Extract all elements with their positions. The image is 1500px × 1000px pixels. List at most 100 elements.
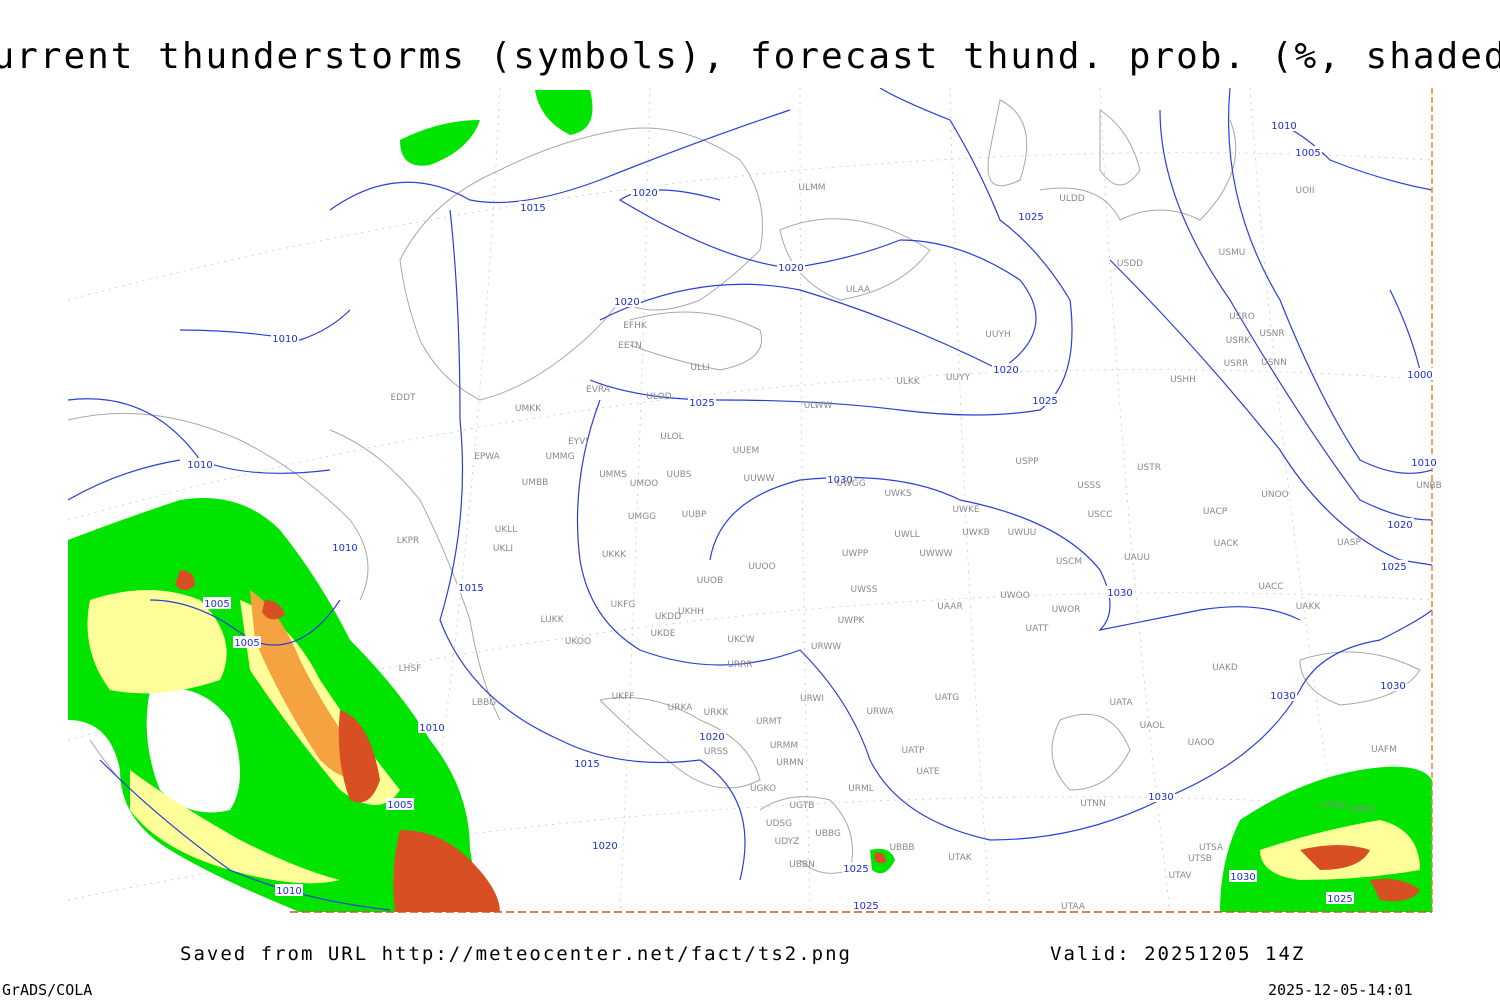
isobar-label-bg — [1386, 518, 1414, 530]
station-label: URMM — [770, 741, 798, 751]
isobar-label: 1030 — [1148, 792, 1173, 803]
isobar-label: 1010 — [276, 886, 301, 897]
isobar-label-bg — [631, 186, 659, 198]
timestamp: 2025-12-05-14:01 — [1268, 981, 1413, 999]
station-label: USNN — [1261, 358, 1287, 368]
station-label: URWW — [811, 642, 841, 652]
station-label: UATT — [1026, 624, 1049, 634]
station-label: UWKS — [884, 489, 911, 499]
station-label: ULDD — [1059, 194, 1085, 204]
station-label: UATG — [935, 693, 960, 703]
station-label: UATP — [902, 746, 926, 756]
station-label: UAOL — [1140, 721, 1165, 731]
station-label: UMBB — [522, 478, 549, 488]
title: Current thunderstorms (symbols), forecas… — [0, 36, 1500, 77]
isobar-label-bg — [1406, 368, 1434, 380]
isobar-label-bg — [271, 332, 299, 344]
isobar-label-bg — [698, 730, 726, 742]
station-label: USRK — [1226, 336, 1252, 346]
isobar-label: 1025 — [1032, 396, 1057, 407]
isobar-label-bg — [457, 581, 485, 593]
station-label: UWGG — [836, 479, 865, 489]
station-label: USRR — [1224, 359, 1249, 369]
station-label: UMKK — [515, 404, 542, 414]
station-label: EFHK — [623, 321, 648, 331]
map-frame — [68, 88, 1433, 913]
station-label: EETN — [618, 341, 642, 351]
station-label: EVRA — [586, 385, 611, 395]
station-label: UMMS — [599, 470, 627, 480]
isobar-label: 1000 — [1407, 370, 1432, 381]
station-label: LUKK — [541, 615, 565, 625]
isobar-label: 1030 — [1380, 681, 1405, 692]
station-label: USNR — [1259, 329, 1284, 339]
isobar-labels: 1015 1020 1025 1010 1005 1020 1020 1010 1020 1000… — [186, 119, 1438, 912]
isobar-label: 1015 — [458, 583, 483, 594]
isobar-label: 1020 — [632, 188, 657, 199]
isobar-label-bg — [591, 839, 619, 851]
isobar-label: 1025 — [843, 864, 868, 875]
station-label: URSS — [704, 747, 729, 757]
isobar-label: 1020 — [699, 732, 724, 743]
station-label: UGKO — [750, 784, 776, 794]
station-label: UAKD — [1212, 663, 1238, 673]
station-label: UKHH — [678, 607, 704, 617]
isobar-label: 1025 — [1018, 212, 1043, 223]
station-label: ULAA — [846, 285, 871, 295]
probability-shading — [68, 90, 1432, 912]
station-label: UTSA — [1199, 843, 1224, 853]
isobar-label: 1015 — [520, 203, 545, 214]
station-label: UWUU — [1008, 528, 1037, 538]
station-label: UAFM — [1371, 745, 1397, 755]
isobar-label: 1030 — [827, 475, 852, 486]
station-label: UAFO — [1349, 805, 1374, 815]
station-label: UMOO — [630, 479, 659, 489]
station-label: UDSG — [766, 819, 792, 829]
isobar-label-bg — [1379, 679, 1407, 691]
station-label: EPWA — [474, 452, 501, 462]
station-label: UWOR — [1052, 605, 1081, 615]
station-label: UATA — [1109, 698, 1133, 708]
isobar-label-bg — [1410, 456, 1438, 468]
station-label: USCM — [1056, 557, 1082, 567]
station-label: URMT — [756, 717, 783, 727]
station-label: UWKB — [962, 528, 990, 538]
station-label: URKA — [668, 703, 694, 713]
station-label: ULKK — [896, 377, 921, 387]
station-label: UKFF — [612, 692, 635, 702]
station-label: UWPK — [838, 616, 866, 626]
isobar-label-bg — [203, 597, 231, 609]
station-label: UAKK — [1296, 602, 1322, 612]
isobar-label: 1010 — [1271, 121, 1296, 132]
source-url: Saved from URL http://meteocenter.net/fa… — [180, 943, 852, 965]
station-label: USHH — [1170, 375, 1196, 385]
isobar-label: 1025 — [1327, 894, 1352, 905]
station-label: UAAR — [937, 602, 962, 612]
isobar-label-bg — [1294, 146, 1322, 158]
station-label: LKPR — [397, 536, 420, 546]
isobar-label-bg — [777, 261, 805, 273]
station-label: UACP — [1203, 507, 1228, 517]
isobar-label: 1020 — [614, 297, 639, 308]
station-label: UMMG — [545, 452, 574, 462]
station-label: LHSF — [399, 664, 422, 674]
isobar-label: 1020 — [592, 841, 617, 852]
station-label: UAUU — [1124, 553, 1150, 563]
isobar-label: 1010 — [419, 723, 444, 734]
station-label: USRO — [1229, 312, 1255, 322]
isobar-label: 1025 — [853, 901, 878, 912]
station-label: URMN — [776, 758, 803, 768]
isobar-label: 1030 — [1230, 872, 1255, 883]
isobar-label: 1010 — [332, 543, 357, 554]
station-label: UOII — [1296, 186, 1315, 196]
station-label: EYVI — [568, 437, 588, 447]
isobar-label-bg — [519, 201, 547, 213]
isobar-label: 1030 — [1107, 588, 1132, 599]
station-label: UMGG — [628, 512, 656, 522]
station-label: UBBB — [889, 843, 914, 853]
isobar-label-bg — [1017, 210, 1045, 222]
isobar-label: 1020 — [993, 365, 1018, 376]
station-label: UUEM — [733, 446, 760, 456]
isobar-label-bg — [826, 473, 854, 485]
